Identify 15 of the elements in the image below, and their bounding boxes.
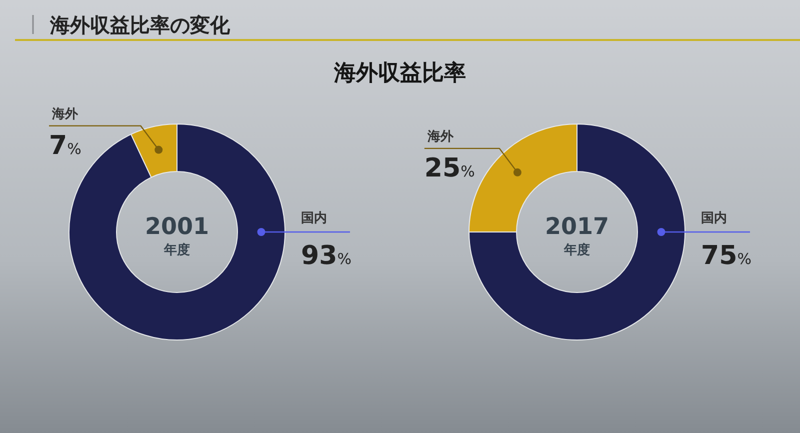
data-label: 25% [424,153,475,184]
text: 2017 [544,214,610,240]
chart-title: 海外収益比率の変化 [49,13,231,37]
text: 海外収益比率 [333,60,466,86]
data-label: 7% [49,130,82,161]
donut-slice [68,124,286,340]
text: 2001 [144,214,210,240]
data-label: 93% [301,241,352,271]
slice-label: 海外 [51,106,79,122]
slice-label: 海外 [426,129,454,144]
slice-label: 国内 [701,211,727,226]
text: 年度 [563,242,590,258]
data-label: 75% [701,241,752,271]
text: 年度 [163,242,190,258]
slice-label: 国内 [301,211,327,226]
